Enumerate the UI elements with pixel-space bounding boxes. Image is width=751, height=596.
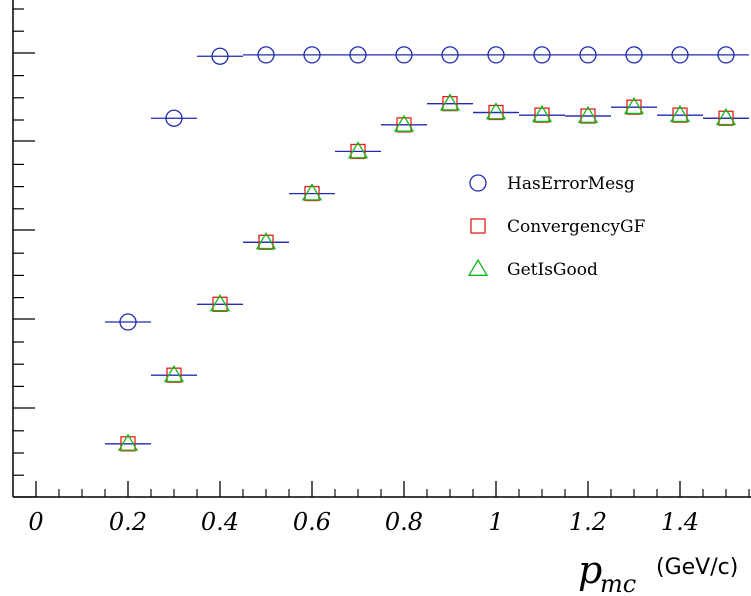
data-point-circle bbox=[395, 46, 413, 64]
data-point-square bbox=[580, 108, 596, 124]
data-point-triangle bbox=[623, 96, 645, 115]
data-point-circle bbox=[487, 46, 505, 64]
data-point-triangle bbox=[255, 231, 277, 250]
x-tick-label: 1.2 bbox=[569, 508, 607, 536]
data-point-circle bbox=[349, 46, 367, 64]
x-tick-label: 0.8 bbox=[385, 508, 423, 536]
data-point-square bbox=[626, 99, 642, 115]
data-point-square bbox=[304, 185, 320, 202]
data-point-circle bbox=[717, 46, 735, 64]
data-point-triangle bbox=[301, 183, 323, 201]
data-point-circle bbox=[671, 46, 689, 64]
data-point-circle bbox=[579, 46, 597, 64]
data-point-triangle bbox=[715, 107, 737, 126]
legend-marker-square bbox=[470, 218, 486, 234]
data-point-circle bbox=[257, 46, 275, 64]
x-tick-label: 0.4 bbox=[201, 508, 239, 536]
data-point-square bbox=[488, 104, 504, 121]
data-point-triangle bbox=[531, 104, 553, 123]
data-point-square bbox=[396, 117, 412, 133]
data-point-circle bbox=[441, 46, 459, 64]
data-point-circle bbox=[625, 46, 643, 64]
legend-label: GetIsGood bbox=[507, 260, 598, 280]
data-point-circle bbox=[533, 46, 551, 64]
x-tick-label: 1 bbox=[488, 508, 503, 536]
data-point-triangle bbox=[347, 141, 369, 159]
data-point-circle bbox=[211, 47, 229, 65]
legend-label: HasErrorMesg bbox=[507, 174, 635, 194]
x-tick-label: 0 bbox=[28, 508, 43, 536]
x-axis-label-unit: (GeV/c) bbox=[656, 555, 738, 580]
data-point-square bbox=[672, 107, 688, 123]
x-axis-label-symbol: p bbox=[578, 548, 602, 592]
data-point-circle bbox=[165, 109, 183, 127]
data-point-square bbox=[258, 234, 274, 250]
data-point-triangle bbox=[669, 104, 691, 123]
legend-marker-circle bbox=[469, 174, 487, 192]
data-point-triangle bbox=[393, 114, 415, 132]
legend-marker-triangle bbox=[467, 258, 489, 276]
x-tick-label: 1.4 bbox=[661, 508, 699, 536]
x-axis-label-subscript: mc bbox=[600, 570, 636, 596]
data-point-triangle bbox=[117, 433, 139, 451]
data-point-square bbox=[166, 367, 182, 383]
data-point-square bbox=[350, 143, 366, 160]
data-point-square bbox=[534, 107, 550, 123]
data-point-triangle bbox=[439, 93, 461, 111]
data-point-square bbox=[120, 436, 136, 452]
data-point-triangle bbox=[577, 105, 599, 123]
data-point-square bbox=[718, 110, 734, 126]
data-point-triangle bbox=[163, 364, 185, 383]
legend-label: ConvergencyGF bbox=[507, 217, 646, 237]
x-tick-label: 0.6 bbox=[293, 508, 331, 536]
data-point-circle bbox=[303, 46, 321, 64]
data-point-triangle bbox=[485, 102, 507, 120]
x-tick-label: 0.2 bbox=[109, 508, 147, 536]
data-point-square bbox=[212, 296, 228, 312]
data-point-triangle bbox=[209, 294, 231, 312]
data-point-square bbox=[442, 95, 458, 112]
data-point-circle bbox=[119, 313, 137, 331]
